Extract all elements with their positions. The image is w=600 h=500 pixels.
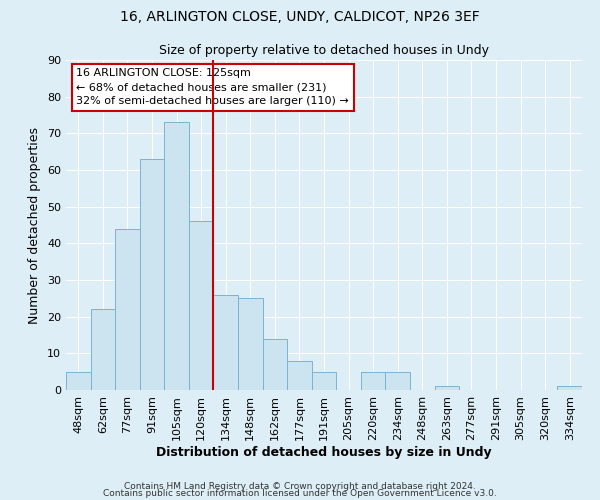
Bar: [140, 159, 164, 390]
Bar: [214, 294, 238, 390]
Bar: [263, 338, 287, 390]
Bar: [385, 372, 410, 390]
Bar: [189, 222, 214, 390]
Bar: [91, 310, 115, 390]
Bar: [115, 228, 140, 390]
Bar: [434, 386, 459, 390]
Bar: [238, 298, 263, 390]
Text: 16 ARLINGTON CLOSE: 125sqm
← 68% of detached houses are smaller (231)
32% of sem: 16 ARLINGTON CLOSE: 125sqm ← 68% of deta…: [76, 68, 349, 106]
Title: Size of property relative to detached houses in Undy: Size of property relative to detached ho…: [159, 44, 489, 58]
Bar: [164, 122, 189, 390]
Text: Contains HM Land Registry data © Crown copyright and database right 2024.: Contains HM Land Registry data © Crown c…: [124, 482, 476, 491]
Bar: [361, 372, 385, 390]
Bar: [557, 386, 582, 390]
Text: Contains public sector information licensed under the Open Government Licence v3: Contains public sector information licen…: [103, 489, 497, 498]
Bar: [287, 360, 312, 390]
Text: 16, ARLINGTON CLOSE, UNDY, CALDICOT, NP26 3EF: 16, ARLINGTON CLOSE, UNDY, CALDICOT, NP2…: [120, 10, 480, 24]
Y-axis label: Number of detached properties: Number of detached properties: [28, 126, 41, 324]
Bar: [312, 372, 336, 390]
Bar: [66, 372, 91, 390]
X-axis label: Distribution of detached houses by size in Undy: Distribution of detached houses by size …: [156, 446, 492, 458]
